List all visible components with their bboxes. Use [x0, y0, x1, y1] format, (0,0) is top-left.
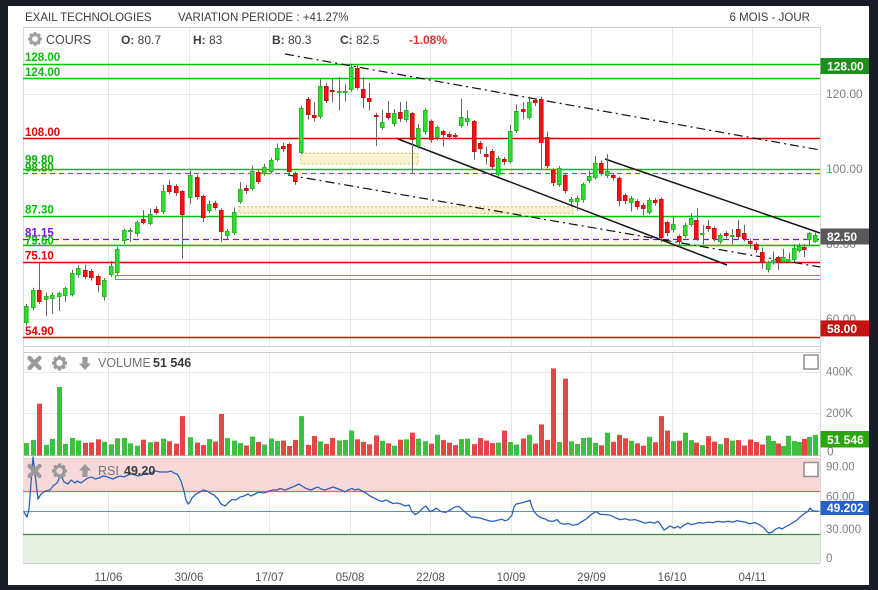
svg-text:11/06: 11/06: [95, 572, 123, 584]
svg-text:90.00: 90.00: [826, 462, 855, 474]
svg-text:60.00: 60.00: [826, 492, 855, 504]
svg-text:05/08: 05/08: [336, 572, 365, 584]
svg-text:108.00: 108.00: [25, 127, 60, 139]
svg-text:04/11: 04/11: [739, 572, 767, 584]
svg-text:VARIATION PERIODE : +41.27%: VARIATION PERIODE : +41.27%: [178, 12, 349, 24]
svg-text:99.80: 99.80: [25, 155, 54, 167]
svg-text:B: 80.3: B: 80.3: [272, 33, 312, 47]
svg-text:100.00: 100.00: [826, 162, 863, 176]
svg-text:16/10: 16/10: [658, 572, 687, 584]
svg-text:O: 80.7: O: 80.7: [121, 33, 161, 47]
svg-text:120.00: 120.00: [826, 87, 863, 101]
svg-text:10/09: 10/09: [497, 572, 526, 584]
svg-text:51 546: 51 546: [153, 356, 191, 370]
svg-text:22/08: 22/08: [416, 572, 445, 584]
svg-text:RSI: RSI: [98, 464, 119, 478]
svg-text:30.000: 30.000: [826, 524, 861, 536]
svg-text:0: 0: [827, 445, 834, 459]
svg-text:75.10: 75.10: [25, 250, 54, 262]
svg-text:128.00: 128.00: [25, 52, 60, 64]
svg-text:-1.08%: -1.08%: [409, 33, 447, 47]
svg-text:82.50: 82.50: [827, 230, 857, 244]
svg-text:400K: 400K: [826, 367, 853, 379]
svg-text:29/09: 29/09: [577, 572, 606, 584]
svg-text:81.15: 81.15: [25, 228, 54, 240]
svg-text:COURS: COURS: [46, 33, 91, 47]
svg-text:VOLUME: VOLUME: [98, 356, 151, 370]
svg-text:6 MOIS - JOUR: 6 MOIS - JOUR: [729, 12, 810, 24]
svg-text:EXAIL TECHNOLOGIES: EXAIL TECHNOLOGIES: [25, 12, 152, 24]
svg-text:124.00: 124.00: [25, 67, 60, 79]
svg-text:49.20: 49.20: [124, 464, 155, 478]
svg-text:54.90: 54.90: [25, 326, 54, 338]
svg-text:58.00: 58.00: [827, 322, 857, 336]
svg-text:0: 0: [826, 553, 832, 565]
svg-text:H: 83: H: 83: [193, 33, 223, 47]
svg-text:200K: 200K: [826, 408, 853, 420]
svg-text:79.60: 79.60: [25, 235, 54, 247]
svg-text:128.00: 128.00: [827, 60, 864, 74]
svg-text:98.80: 98.80: [25, 162, 54, 174]
svg-text:49.202: 49.202: [827, 501, 864, 515]
svg-text:30/06: 30/06: [175, 572, 204, 584]
svg-text:87.30: 87.30: [25, 205, 54, 217]
svg-text:C: 82.5: C: 82.5: [340, 33, 380, 47]
svg-text:51 546: 51 546: [827, 433, 864, 447]
svg-text:17/07: 17/07: [255, 572, 284, 584]
